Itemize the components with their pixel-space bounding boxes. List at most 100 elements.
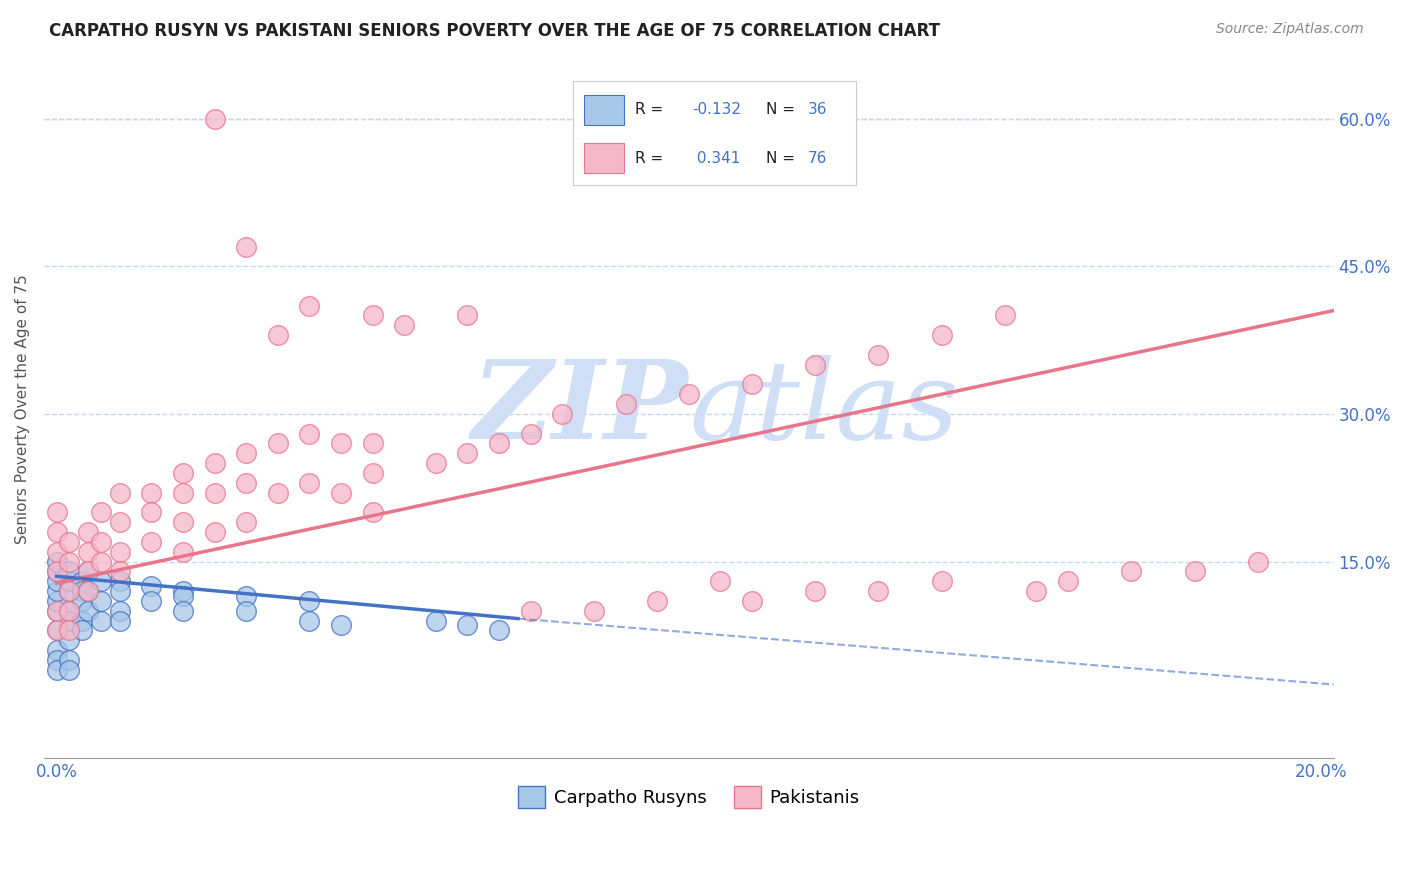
Point bbox=[267, 328, 290, 343]
Point bbox=[77, 584, 100, 599]
Point bbox=[58, 604, 80, 618]
Point bbox=[70, 574, 93, 589]
Point bbox=[456, 446, 478, 460]
Point bbox=[361, 309, 384, 323]
Point bbox=[77, 604, 100, 618]
Point bbox=[931, 574, 953, 589]
Point bbox=[678, 387, 700, 401]
Point bbox=[141, 579, 163, 593]
Point bbox=[45, 554, 67, 568]
Point bbox=[931, 328, 953, 343]
Point bbox=[994, 309, 1017, 323]
Point bbox=[58, 574, 80, 589]
Point bbox=[204, 485, 226, 500]
Point bbox=[70, 614, 93, 628]
Point bbox=[58, 624, 80, 638]
Point bbox=[58, 614, 80, 628]
Point bbox=[172, 604, 194, 618]
Point bbox=[77, 524, 100, 539]
Point bbox=[204, 524, 226, 539]
Point bbox=[298, 614, 321, 628]
Point bbox=[45, 663, 67, 677]
Point bbox=[172, 466, 194, 480]
Point bbox=[394, 318, 416, 333]
Point bbox=[108, 614, 131, 628]
Point bbox=[172, 544, 194, 558]
Point bbox=[70, 624, 93, 638]
Point bbox=[58, 653, 80, 667]
Point bbox=[77, 584, 100, 599]
Point bbox=[298, 475, 321, 490]
Point bbox=[519, 604, 541, 618]
Point bbox=[1184, 565, 1206, 579]
Point bbox=[235, 475, 257, 490]
Point bbox=[77, 565, 100, 579]
Point bbox=[519, 426, 541, 441]
Point bbox=[58, 584, 80, 599]
Point bbox=[108, 574, 131, 589]
Point bbox=[58, 584, 80, 599]
Point bbox=[45, 594, 67, 608]
Point bbox=[45, 544, 67, 558]
Point bbox=[45, 643, 67, 657]
Point bbox=[804, 584, 827, 599]
Point bbox=[330, 485, 353, 500]
Point bbox=[1057, 574, 1080, 589]
Point bbox=[204, 112, 226, 126]
Point bbox=[204, 456, 226, 470]
Point bbox=[108, 584, 131, 599]
Point bbox=[45, 624, 67, 638]
Point bbox=[108, 604, 131, 618]
Point bbox=[804, 358, 827, 372]
Point bbox=[141, 485, 163, 500]
Point bbox=[425, 456, 447, 470]
Point bbox=[645, 594, 668, 608]
Point bbox=[45, 584, 67, 599]
Point bbox=[77, 544, 100, 558]
Point bbox=[267, 485, 290, 500]
Point bbox=[45, 565, 67, 579]
Text: CARPATHO RUSYN VS PAKISTANI SENIORS POVERTY OVER THE AGE OF 75 CORRELATION CHART: CARPATHO RUSYN VS PAKISTANI SENIORS POVE… bbox=[49, 22, 941, 40]
Point bbox=[58, 554, 80, 568]
Point bbox=[235, 589, 257, 603]
Text: atlas: atlas bbox=[689, 355, 959, 463]
Point bbox=[172, 515, 194, 529]
Point bbox=[108, 544, 131, 558]
Point bbox=[90, 574, 112, 589]
Point bbox=[1121, 565, 1143, 579]
Point bbox=[58, 565, 80, 579]
Point bbox=[298, 299, 321, 313]
Point bbox=[298, 594, 321, 608]
Point bbox=[488, 624, 510, 638]
Point bbox=[141, 594, 163, 608]
Point bbox=[108, 485, 131, 500]
Point bbox=[868, 584, 890, 599]
Point bbox=[45, 524, 67, 539]
Point bbox=[741, 594, 763, 608]
Point bbox=[425, 614, 447, 628]
Point bbox=[709, 574, 731, 589]
Point bbox=[361, 505, 384, 519]
Point bbox=[330, 436, 353, 450]
Point bbox=[58, 633, 80, 648]
Point bbox=[45, 653, 67, 667]
Point bbox=[456, 309, 478, 323]
Point bbox=[551, 407, 574, 421]
Text: Source: ZipAtlas.com: Source: ZipAtlas.com bbox=[1216, 22, 1364, 37]
Point bbox=[614, 397, 637, 411]
Point bbox=[235, 446, 257, 460]
Point bbox=[1247, 554, 1270, 568]
Point bbox=[456, 618, 478, 632]
Point bbox=[45, 604, 67, 618]
Point bbox=[141, 534, 163, 549]
Point bbox=[172, 589, 194, 603]
Point bbox=[1025, 584, 1047, 599]
Point bbox=[70, 594, 93, 608]
Point bbox=[90, 554, 112, 568]
Point bbox=[58, 604, 80, 618]
Y-axis label: Seniors Poverty Over the Age of 75: Seniors Poverty Over the Age of 75 bbox=[15, 274, 30, 544]
Text: ZIP: ZIP bbox=[472, 355, 689, 463]
Point bbox=[108, 565, 131, 579]
Point bbox=[235, 604, 257, 618]
Point bbox=[172, 584, 194, 599]
